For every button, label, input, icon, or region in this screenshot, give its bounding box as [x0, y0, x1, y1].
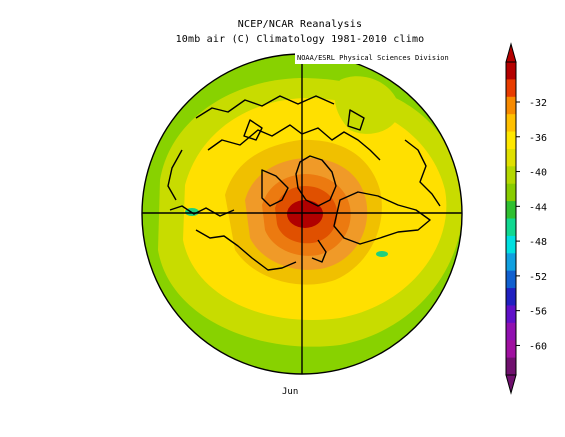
island-outline-2 — [243, 119, 263, 141]
colorbar-segment — [506, 79, 516, 98]
colorbar-tick-label: -48 — [529, 237, 547, 248]
greenland-outline — [295, 155, 337, 207]
colorbar-tick-label: -52 — [529, 272, 547, 283]
colorbar-segment — [506, 114, 516, 133]
colorbar-segment — [506, 305, 516, 324]
coastlines — [167, 95, 441, 271]
colorbar-segment — [506, 270, 516, 289]
colorbar-segment — [506, 183, 516, 202]
field-core — [287, 200, 323, 228]
colorbar-labels: -32 -36 -40 -44 -48 -52 -56 -60 — [516, 98, 547, 352]
colorbar-arrow-top — [505, 42, 517, 63]
colorbar-segment — [506, 357, 516, 376]
colorbar-tick-label: -32 — [529, 98, 547, 109]
colorbar-arrow-bottom — [505, 374, 517, 395]
field-light-tongue — [334, 76, 400, 134]
colorbar-segment — [506, 235, 516, 254]
colorbar-segment — [506, 166, 516, 185]
colorbar-frame — [505, 61, 517, 376]
coastline-inlet — [311, 239, 327, 263]
colorbar-segment — [506, 96, 516, 115]
colorbar-segment — [506, 253, 516, 272]
colorbar-tick-label: -56 — [529, 307, 547, 318]
colorbar-segment — [506, 288, 516, 306]
colorbar-segment — [506, 340, 516, 359]
colorbar-segment — [506, 62, 516, 80]
map-subtitle: 10mb air (C) Climatology 1981-2010 climo — [175, 34, 425, 45]
island-outline-3 — [347, 109, 365, 131]
graticule — [142, 54, 462, 374]
map-title: NCEP/NCAR Reanalysis — [237, 19, 363, 30]
coastline-northeast — [404, 139, 441, 207]
colorbar-segment — [506, 218, 516, 237]
coastline-south — [195, 229, 297, 271]
colorbar-segment — [506, 322, 516, 341]
colorbar-segment — [506, 131, 516, 150]
colorbar-tick-label: -60 — [529, 341, 547, 352]
coastline-northwest — [167, 149, 183, 201]
colorbar-segment — [506, 148, 516, 167]
colorbar — [505, 42, 517, 395]
field-cool-spot-east — [376, 251, 388, 257]
coastline-west — [169, 205, 235, 217]
credit-label: NOAA/ESRL Physical Sciences Division — [295, 53, 467, 64]
coastline-far-north — [195, 95, 335, 119]
colorbar-tick-label: -44 — [529, 202, 547, 213]
coastline-east — [333, 191, 431, 245]
island-outline-1 — [261, 169, 289, 207]
colorbar-tick-label: -40 — [529, 168, 547, 179]
colorbar-segment — [506, 201, 516, 219]
colorbar-tick-label: -36 — [529, 133, 547, 144]
month-label: Jun — [282, 387, 299, 397]
